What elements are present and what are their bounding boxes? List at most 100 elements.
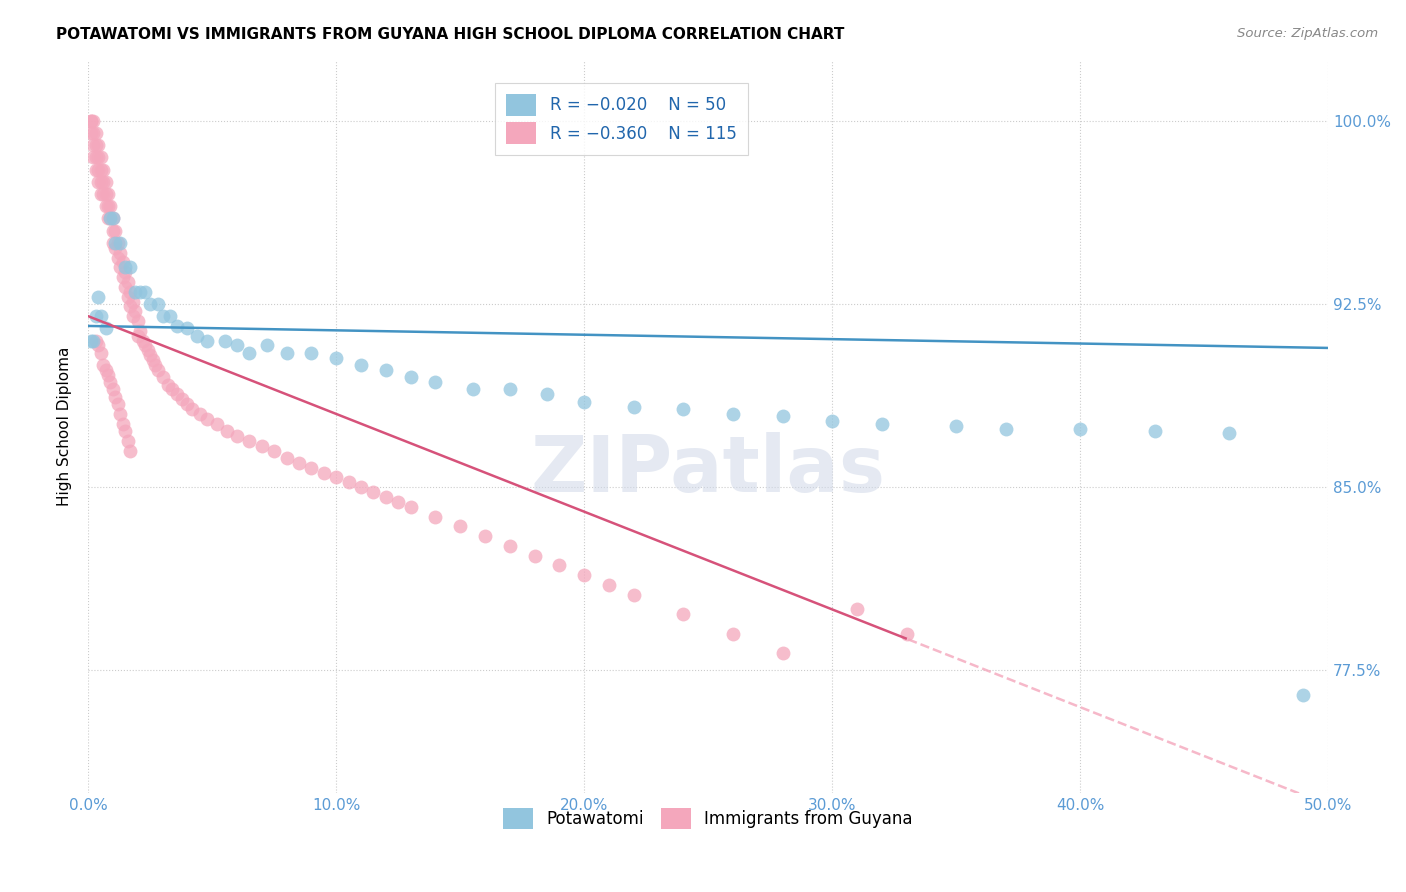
- Point: [425, 509, 447, 524]
- Point: [79, 113, 101, 128]
- Point: [337, 475, 360, 490]
- Point: [101, 224, 124, 238]
- Point: [79, 334, 101, 348]
- Point: [134, 338, 156, 352]
- Point: [870, 417, 893, 431]
- Point: [87, 338, 110, 352]
- Point: [143, 358, 166, 372]
- Point: [572, 568, 595, 582]
- Point: [374, 490, 396, 504]
- Point: [97, 199, 120, 213]
- Point: [110, 407, 132, 421]
- Text: ZIPatlas: ZIPatlas: [530, 432, 886, 508]
- Point: [101, 383, 124, 397]
- Point: [82, 334, 104, 348]
- Point: [101, 211, 124, 226]
- Point: [100, 211, 122, 226]
- Point: [90, 175, 112, 189]
- Point: [186, 328, 208, 343]
- Point: [288, 456, 311, 470]
- Point: [87, 290, 110, 304]
- Point: [325, 351, 347, 365]
- Point: [156, 377, 179, 392]
- Point: [129, 324, 152, 338]
- Point: [117, 290, 139, 304]
- Point: [139, 348, 162, 362]
- Point: [94, 363, 117, 377]
- Point: [672, 402, 695, 417]
- Point: [129, 285, 152, 299]
- Point: [772, 646, 794, 660]
- Point: [994, 421, 1017, 435]
- Point: [110, 245, 132, 260]
- Point: [176, 321, 198, 335]
- Point: [159, 309, 181, 323]
- Point: [536, 387, 558, 401]
- Point: [945, 419, 967, 434]
- Point: [276, 450, 298, 465]
- Point: [250, 439, 273, 453]
- Point: [114, 260, 136, 275]
- Point: [205, 417, 228, 431]
- Point: [499, 383, 522, 397]
- Point: [152, 309, 174, 323]
- Point: [87, 162, 110, 177]
- Point: [121, 294, 143, 309]
- Point: [104, 241, 127, 255]
- Point: [97, 368, 120, 382]
- Point: [1143, 424, 1166, 438]
- Point: [374, 363, 396, 377]
- Point: [124, 304, 146, 318]
- Point: [97, 186, 120, 201]
- Text: Source: ZipAtlas.com: Source: ZipAtlas.com: [1237, 27, 1378, 40]
- Point: [90, 309, 112, 323]
- Point: [474, 529, 496, 543]
- Point: [120, 299, 142, 313]
- Point: [111, 417, 134, 431]
- Point: [214, 334, 236, 348]
- Point: [82, 150, 104, 164]
- Point: [120, 285, 142, 299]
- Point: [146, 363, 169, 377]
- Point: [449, 519, 471, 533]
- Point: [107, 251, 129, 265]
- Point: [276, 346, 298, 360]
- Point: [79, 126, 101, 140]
- Point: [623, 588, 645, 602]
- Point: [124, 285, 146, 299]
- Point: [84, 334, 107, 348]
- Point: [90, 346, 112, 360]
- Point: [97, 211, 120, 226]
- Point: [325, 470, 347, 484]
- Point: [623, 400, 645, 414]
- Point: [399, 370, 422, 384]
- Point: [572, 394, 595, 409]
- Point: [111, 255, 134, 269]
- Point: [772, 409, 794, 424]
- Point: [142, 353, 165, 368]
- Point: [110, 235, 132, 250]
- Point: [120, 443, 142, 458]
- Point: [114, 424, 136, 438]
- Point: [312, 466, 335, 480]
- Point: [152, 370, 174, 384]
- Point: [1069, 421, 1091, 435]
- Point: [523, 549, 546, 563]
- Point: [181, 402, 204, 417]
- Point: [166, 318, 188, 333]
- Point: [238, 346, 260, 360]
- Point: [350, 480, 373, 494]
- Point: [299, 460, 322, 475]
- Point: [121, 309, 143, 323]
- Point: [82, 126, 104, 140]
- Point: [91, 186, 114, 201]
- Point: [226, 338, 249, 352]
- Point: [111, 270, 134, 285]
- Point: [94, 321, 117, 335]
- Point: [94, 186, 117, 201]
- Point: [84, 126, 107, 140]
- Point: [548, 558, 571, 573]
- Point: [598, 578, 620, 592]
- Point: [117, 434, 139, 448]
- Point: [94, 199, 117, 213]
